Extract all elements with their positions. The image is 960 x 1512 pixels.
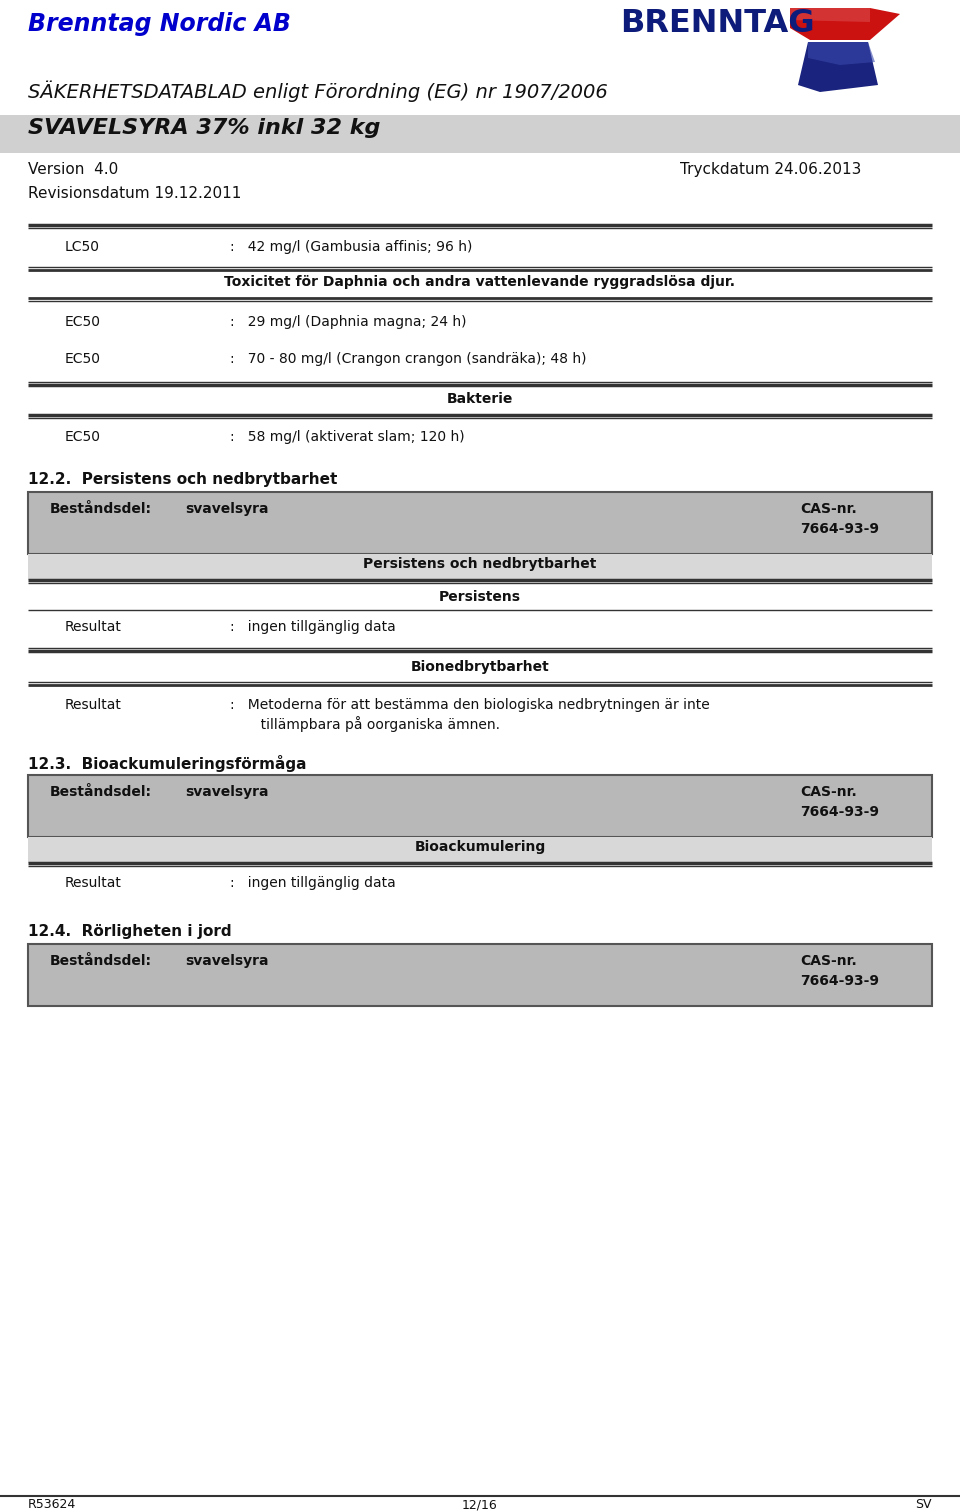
Text: :   ingen tillgänglig data: : ingen tillgänglig data	[230, 620, 396, 634]
Text: CAS-nr.: CAS-nr.	[800, 502, 856, 516]
Text: Brenntag Nordic AB: Brenntag Nordic AB	[28, 12, 291, 36]
Text: Resultat: Resultat	[65, 875, 122, 891]
Text: 12.2.  Persistens och nedbrytbarhet: 12.2. Persistens och nedbrytbarhet	[28, 472, 337, 487]
Text: :   42 mg/l (Gambusia affinis; 96 h): : 42 mg/l (Gambusia affinis; 96 h)	[230, 240, 472, 254]
Text: Bionedbrytbarhet: Bionedbrytbarhet	[411, 661, 549, 674]
Text: 12.4.  Rörligheten i jord: 12.4. Rörligheten i jord	[28, 924, 231, 939]
Text: Toxicitet för Daphnia och andra vattenlevande ryggradslösa djur.: Toxicitet för Daphnia och andra vattenle…	[225, 275, 735, 289]
Text: svavelsyra: svavelsyra	[185, 785, 269, 798]
Bar	[28, 553, 932, 581]
Text: 7664-93-9: 7664-93-9	[800, 974, 879, 987]
Text: EC50: EC50	[65, 429, 101, 445]
Text: Revisionsdatum 19.12.2011: Revisionsdatum 19.12.2011	[28, 186, 241, 201]
Text: svavelsyra: svavelsyra	[185, 954, 269, 968]
Text: tillämpbara på oorganiska ämnen.: tillämpbara på oorganiska ämnen.	[230, 717, 500, 732]
Bar	[28, 491, 932, 553]
Text: EC50: EC50	[65, 314, 101, 330]
Text: :   29 mg/l (Daphnia magna; 24 h): : 29 mg/l (Daphnia magna; 24 h)	[230, 314, 467, 330]
Text: Beståndsdel:: Beståndsdel:	[50, 502, 152, 516]
Text: SÄKERHETSDATABLAD enligt Förordning (EG) nr 1907/2006: SÄKERHETSDATABLAD enligt Förordning (EG)…	[28, 80, 608, 101]
Text: EC50: EC50	[65, 352, 101, 366]
Bar	[0, 115, 960, 153]
Text: :   58 mg/l (aktiverat slam; 120 h): : 58 mg/l (aktiverat slam; 120 h)	[230, 429, 465, 445]
Polygon shape	[808, 42, 875, 65]
Text: Version  4.0: Version 4.0	[28, 162, 118, 177]
Bar	[0, 0, 960, 225]
Bar	[28, 943, 932, 1005]
Text: :   ingen tillgänglig data: : ingen tillgänglig data	[230, 875, 396, 891]
Text: :   Metoderna för att bestämma den biologiska nedbrytningen är inte: : Metoderna för att bestämma den biologi…	[230, 699, 709, 712]
Text: :   70 - 80 mg/l (Crangon crangon (sandräka); 48 h): : 70 - 80 mg/l (Crangon crangon (sandräk…	[230, 352, 587, 366]
Text: SV: SV	[916, 1498, 932, 1510]
Bar	[28, 776, 932, 838]
Text: R53624: R53624	[28, 1498, 76, 1510]
Text: CAS-nr.: CAS-nr.	[800, 954, 856, 968]
Text: SVAVELSYRA 37% inkl 32 kg: SVAVELSYRA 37% inkl 32 kg	[28, 118, 380, 138]
Text: 7664-93-9: 7664-93-9	[800, 804, 879, 820]
Text: LC50: LC50	[65, 240, 100, 254]
Text: BRENNTAG: BRENNTAG	[620, 8, 815, 39]
Text: Persistens och nedbrytbarhet: Persistens och nedbrytbarhet	[363, 556, 597, 572]
Text: Persistens: Persistens	[439, 590, 521, 603]
Text: Resultat: Resultat	[65, 699, 122, 712]
Text: Bioackumulering: Bioackumulering	[415, 841, 545, 854]
Text: 12/16: 12/16	[462, 1498, 498, 1510]
Text: Beståndsdel:: Beståndsdel:	[50, 954, 152, 968]
Text: Bakterie: Bakterie	[446, 392, 514, 407]
Text: 12.3.  Bioackumuleringsförmåga: 12.3. Bioackumuleringsförmåga	[28, 754, 306, 773]
Text: Tryckdatum 24.06.2013: Tryckdatum 24.06.2013	[680, 162, 861, 177]
Polygon shape	[790, 8, 870, 23]
Text: Resultat: Resultat	[65, 620, 122, 634]
Text: Beståndsdel:: Beståndsdel:	[50, 785, 152, 798]
Bar	[28, 838, 932, 863]
Polygon shape	[798, 42, 878, 92]
Text: svavelsyra: svavelsyra	[185, 502, 269, 516]
Text: 7664-93-9: 7664-93-9	[800, 522, 879, 535]
Text: CAS-nr.: CAS-nr.	[800, 785, 856, 798]
Polygon shape	[790, 8, 900, 39]
